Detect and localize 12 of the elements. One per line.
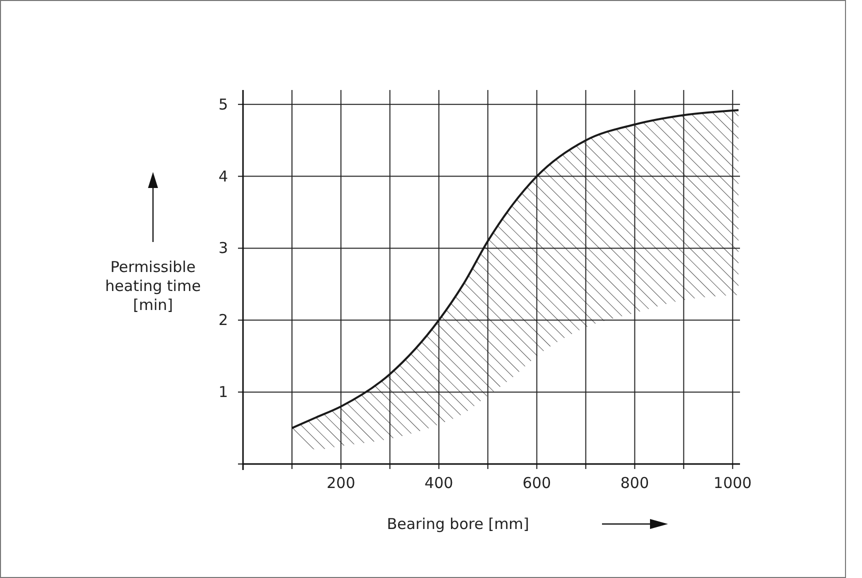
x-tick-label: 200 — [326, 474, 356, 492]
y-tick-label: 4 — [218, 167, 228, 186]
x-tick-label: 600 — [522, 474, 552, 492]
x-axis-title: Bearing bore [mm] — [386, 515, 530, 533]
y-tick-label: 3 — [218, 239, 228, 258]
y-tick-label: 5 — [218, 95, 228, 114]
y-tick-label: 2 — [218, 311, 228, 330]
y-tick-label: 1 — [218, 383, 228, 402]
y-axis-title: Permissible heating time [min] — [105, 258, 201, 314]
x-tick-label: 1000 — [714, 474, 752, 492]
x-tick-label: 400 — [424, 474, 454, 492]
x-tick-label: 800 — [620, 474, 650, 492]
